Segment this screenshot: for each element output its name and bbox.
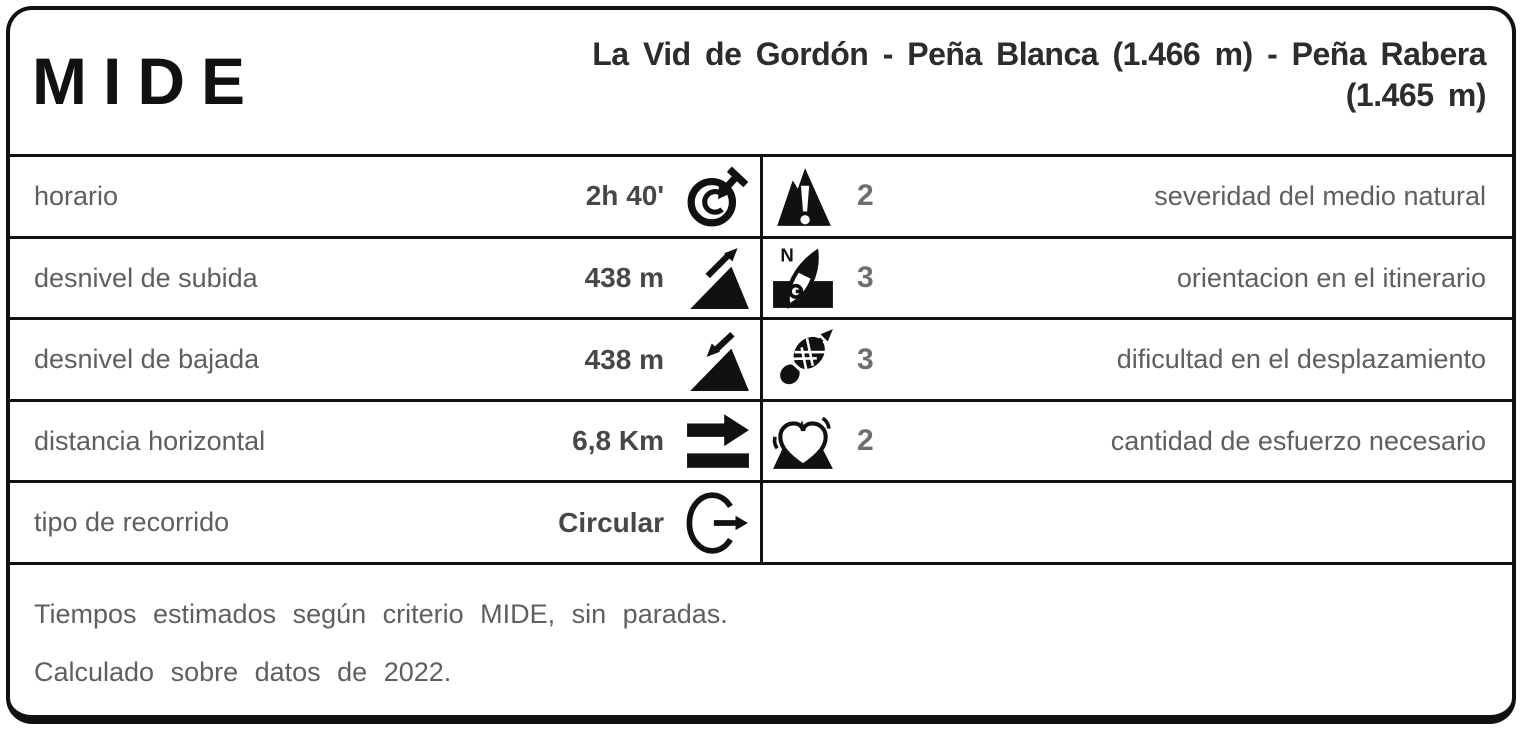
row-value: 438 m	[584, 262, 664, 294]
rating-label: severidad del medio natural	[1154, 180, 1486, 211]
row-horario: horario 2h 40'	[10, 157, 760, 236]
compass-icon: N	[769, 244, 837, 312]
rating-esfuerzo: 2 cantidad de esfuerzo necesario	[760, 401, 1512, 481]
rating-value: 2	[857, 424, 874, 458]
row-label: desnivel de bajada	[34, 344, 260, 375]
table-row: horario 2h 40' 2 sev	[10, 154, 1512, 236]
mountain-warning-icon	[769, 162, 837, 230]
rating-label: cantidad de esfuerzo necesario	[1110, 425, 1486, 456]
footer-note-2: Calculado sobre datos de 2022.	[34, 657, 452, 687]
rating-orientacion: N 3 orientacion en el itinerario	[760, 238, 1512, 318]
row-value: 2h 40'	[585, 180, 664, 212]
route-title-line2: (1.465 m)	[1345, 77, 1487, 113]
row-distancia: distancia horizontal 6,8 Km	[10, 402, 760, 481]
route-title: La Vid de Gordón - Peña Blanca (1.466 m)…	[430, 10, 1512, 154]
header: MIDE La Vid de Gordón - Peña Blanca (1.4…	[10, 10, 1512, 154]
row-tipo-recorrido: tipo de recorrido Circular	[10, 483, 760, 562]
table-row: desnivel de bajada 438 m	[10, 317, 1512, 399]
boot-icon	[769, 326, 837, 394]
table-row: tipo de recorrido Circular	[10, 480, 1512, 562]
row-desnivel-bajada: desnivel de bajada 438 m	[10, 320, 760, 399]
rating-empty	[760, 483, 1512, 562]
rating-value: 3	[857, 261, 874, 295]
row-label: horario	[34, 180, 119, 211]
table-row: desnivel de subida 438 m N	[10, 235, 1512, 318]
horizontal-distance-icon	[684, 407, 752, 475]
row-desnivel-subida: desnivel de subida 438 m	[10, 239, 760, 318]
row-label: desnivel de subida	[34, 262, 258, 293]
row-label: distancia horizontal	[34, 425, 266, 456]
footer-notes: Tiempos estimados según criterio MIDE, s…	[10, 562, 1512, 715]
stopwatch-icon	[684, 162, 752, 230]
row-label: tipo de recorrido	[34, 507, 230, 538]
ascent-slope-icon	[684, 244, 752, 312]
circular-route-icon	[684, 489, 752, 557]
mide-logo: MIDE	[32, 44, 261, 118]
table-row: distancia horizontal 6,8 Km 2 c	[10, 398, 1512, 481]
mide-route-card: MIDE La Vid de Gordón - Peña Blanca (1.4…	[6, 6, 1516, 724]
svg-text:N: N	[780, 245, 793, 266]
rating-value: 2	[857, 179, 874, 213]
descent-slope-icon	[684, 326, 752, 394]
row-value: 6,8 Km	[572, 425, 664, 457]
heart-icon	[769, 407, 837, 475]
route-title-line1: La Vid de Gordón - Peña Blanca (1.466 m)…	[592, 36, 1486, 72]
row-value: 438 m	[584, 343, 664, 375]
rating-label: dificultad en el desplazamiento	[1116, 344, 1486, 375]
rating-value: 3	[857, 342, 874, 376]
rating-dificultad: 3 dificultad en el desplazamiento	[760, 320, 1512, 399]
rating-label: orientacion en el itinerario	[1176, 262, 1486, 293]
row-value: Circular	[558, 506, 664, 538]
rating-severidad: 2 severidad del medio natural	[760, 157, 1512, 236]
footer-note-1: Tiempos estimados según criterio MIDE, s…	[34, 599, 728, 629]
